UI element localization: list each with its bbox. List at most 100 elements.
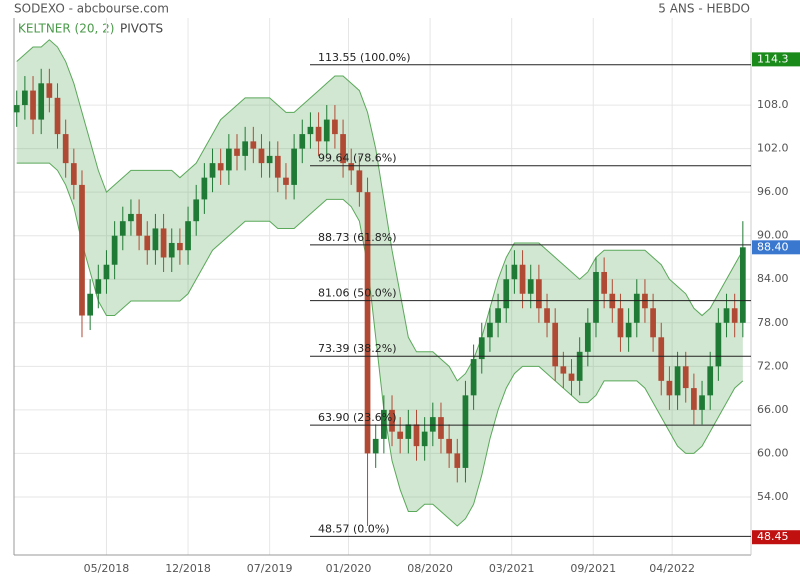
candle-body (470, 359, 477, 396)
candle-body (487, 322, 493, 338)
candle-body (552, 322, 559, 367)
candle-body (715, 322, 722, 367)
candle-body (536, 279, 542, 309)
candle-body (739, 247, 746, 323)
y-tick-label: 102.0 (757, 142, 789, 155)
candle-body (707, 366, 714, 396)
candle-body (446, 438, 452, 454)
candle-body (201, 177, 208, 200)
price-marker-label: 88.40 (757, 240, 789, 253)
candle-body (421, 431, 428, 447)
candle-body (389, 409, 395, 432)
candle-body (723, 308, 730, 323)
chart-title: SODEXO - abcbourse.com (14, 2, 169, 16)
candle-body (691, 388, 697, 410)
candle-body (454, 453, 461, 468)
candle-body (544, 308, 550, 323)
candle-body (405, 424, 412, 439)
candle-body (348, 163, 355, 171)
candle-body (103, 264, 110, 280)
candle-body (274, 155, 281, 178)
candle-body (315, 126, 322, 142)
candle-body (478, 337, 485, 360)
candle-body (234, 148, 240, 156)
candle-body (682, 366, 689, 389)
legend-entry: KELTNER (20, 2) (18, 22, 114, 36)
x-tick-label: 09/2021 (570, 562, 616, 575)
candle-body (87, 293, 94, 316)
candle-body (511, 264, 518, 280)
y-tick-label: 72.00 (757, 359, 789, 372)
candle-body (22, 90, 28, 106)
candle-body (601, 271, 607, 294)
y-tick-label: 84.00 (757, 272, 789, 285)
period: 5 ANS - HEBDO (658, 2, 750, 16)
candle-body (323, 119, 330, 142)
candle-body (136, 213, 142, 236)
candle-body (527, 279, 534, 294)
candle-body (413, 424, 420, 447)
y-tick-label: 90.00 (757, 229, 789, 242)
x-tick-label: 05/2018 (84, 562, 130, 575)
candle-body (429, 417, 436, 432)
candle-body (258, 148, 265, 164)
candle-body (503, 279, 510, 309)
candle-body (332, 119, 338, 135)
y-tick-label: 96.00 (757, 185, 789, 198)
candle-body (568, 373, 575, 381)
candle-body (225, 148, 232, 171)
pivot-label: 88.73 (61.8%) (318, 231, 397, 244)
candle-body (242, 141, 249, 156)
candle-body (177, 242, 183, 251)
candle-body (30, 90, 36, 120)
candle-body (519, 264, 526, 294)
candle-body (144, 235, 151, 251)
y-tick-label: 66.00 (757, 403, 789, 416)
y-tick-label: 54.00 (757, 490, 789, 503)
candle-body (625, 322, 632, 338)
price-marker (752, 240, 800, 255)
x-tick-label: 07/2019 (247, 562, 293, 575)
candle-body (438, 417, 444, 439)
candle-body (307, 126, 314, 135)
candle-body (79, 184, 85, 316)
candle-body (266, 155, 273, 164)
pivot-label: 113.55 (100.0%) (318, 51, 411, 64)
candle-body (699, 395, 705, 410)
candle-body (168, 242, 175, 258)
candle-body (217, 163, 224, 171)
candle-body (54, 97, 61, 135)
candle-body (593, 271, 599, 323)
candle-body (250, 141, 257, 149)
candle-body (617, 308, 624, 338)
candle-body (560, 366, 567, 374)
candle-body (95, 279, 102, 294)
legend-entry: PIVOTS (120, 22, 163, 36)
candle-body (38, 83, 45, 120)
candle-body (650, 308, 656, 338)
candle-body (674, 366, 681, 396)
candle-body (381, 409, 387, 439)
candle-body (160, 228, 167, 258)
keltner-lower (16, 162, 744, 527)
candle-body (70, 163, 77, 185)
keltner-upper (16, 39, 744, 382)
candle-body (731, 308, 738, 323)
candle-body (283, 177, 289, 185)
x-tick-label: 01/2020 (326, 562, 372, 575)
pivot-label: 63.90 (23.6%) (318, 411, 397, 424)
pivot-label: 73.39 (38.2%) (318, 342, 397, 355)
candle-body (291, 148, 297, 185)
x-tick-label: 03/2021 (489, 562, 535, 575)
y-tick-label: 60.00 (757, 446, 789, 459)
candle-body (584, 322, 591, 352)
keltner-band (16, 39, 743, 526)
price-marker-label: 114.3 (757, 52, 789, 65)
x-tick-label: 04/2022 (649, 562, 695, 575)
candle-body (299, 134, 306, 149)
candle-body (62, 134, 69, 164)
pivot-label: 81.06 (50.0%) (318, 287, 397, 300)
candle-body (666, 380, 673, 396)
candle-body (152, 228, 159, 251)
y-tick-label: 78.00 (757, 316, 789, 329)
